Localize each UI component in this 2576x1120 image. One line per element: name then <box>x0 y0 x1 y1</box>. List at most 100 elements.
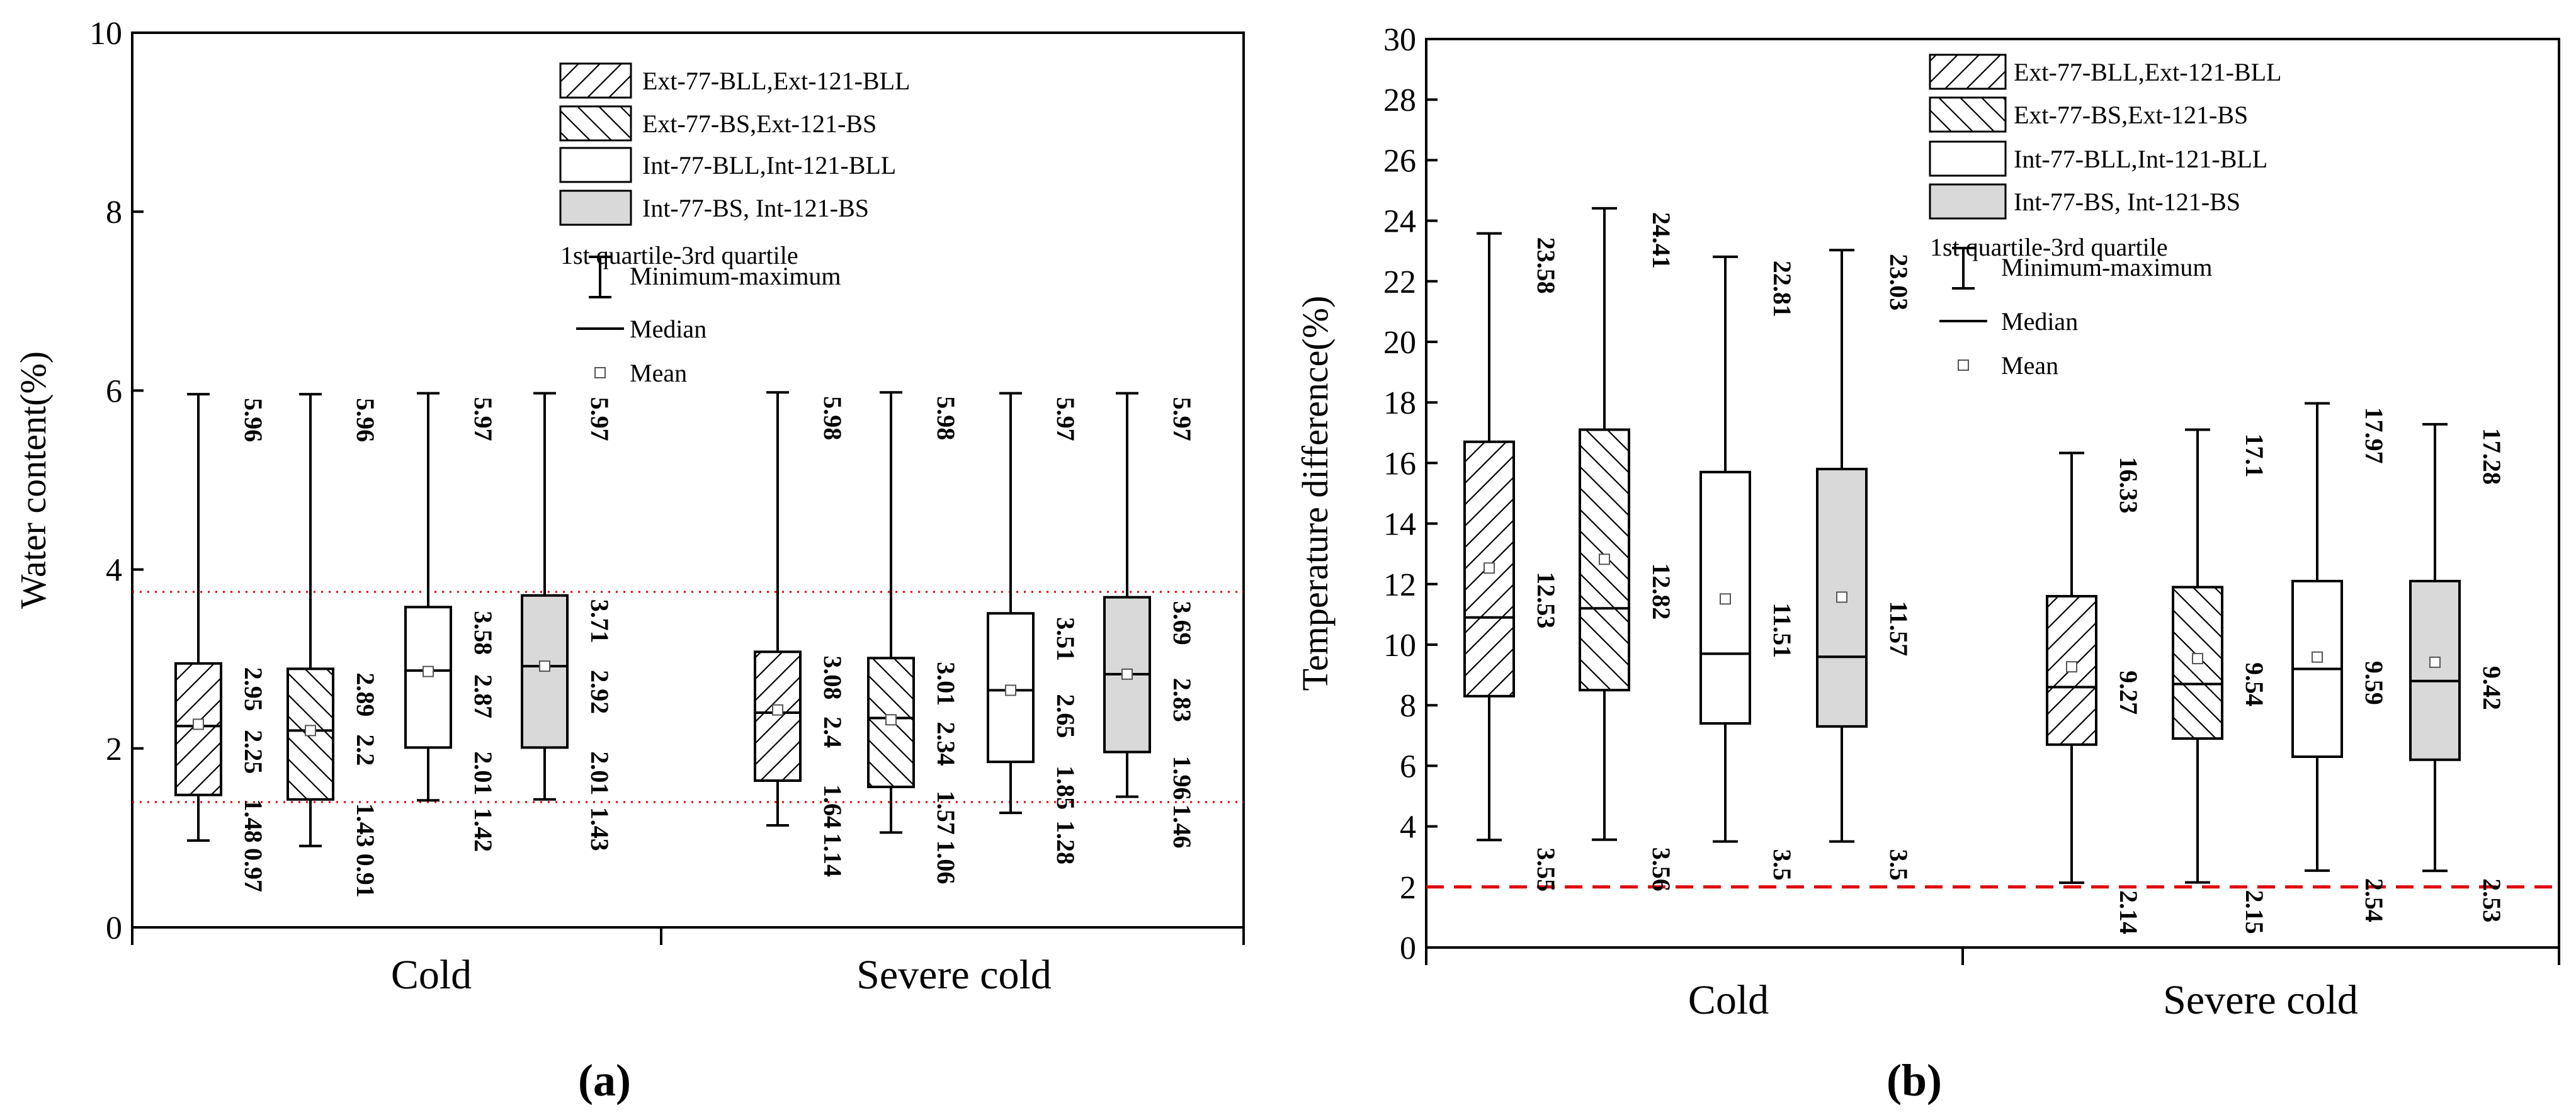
value-label: 2.83 <box>1168 678 1196 722</box>
value-label: 2.15 <box>2240 890 2269 934</box>
mean-marker <box>193 718 204 730</box>
box-7: 5.97 3.51 2.65 1.85 1.28 <box>987 392 1080 864</box>
plot-frame <box>131 31 1245 929</box>
legend-mean-icon <box>594 367 606 378</box>
mean-marker <box>1005 684 1016 696</box>
legend-median-label: Median <box>2001 307 2078 336</box>
value-label: 23.03 <box>1885 254 1913 310</box>
value-label: 2.54 <box>2360 878 2388 922</box>
value-label: 3.51 <box>1052 617 1080 661</box>
y-tick-label: 24 <box>1383 204 1416 240</box>
mean-marker <box>423 665 434 677</box>
value-label: 1.48 <box>239 799 268 843</box>
legend-swatch <box>1929 54 2007 90</box>
legend-swatch <box>1929 183 2007 220</box>
value-label: 9.42 <box>2478 666 2506 710</box>
value-label: 1.14 <box>819 833 847 877</box>
mean-marker <box>2429 656 2441 668</box>
y-tick-label: 6 <box>1400 749 1416 784</box>
y-tick-label: 22 <box>1383 264 1416 300</box>
y-tick-label: 8 <box>106 195 122 230</box>
value-label: 22.81 <box>1768 261 1796 317</box>
y-tick-label: 8 <box>1400 688 1416 724</box>
box-4: 5.97 3.71 2.92 2.01 1.43 <box>521 392 614 851</box>
value-label: 12.53 <box>1532 572 1560 628</box>
value-label: 1.42 <box>469 808 497 852</box>
legend-swatch <box>559 189 632 226</box>
value-label: 3.58 <box>469 611 497 655</box>
legend-mean-label: Mean <box>630 359 687 387</box>
legend-minmax-label: Minimum-maximum <box>2001 253 2213 281</box>
legend-swatch <box>1929 96 2007 133</box>
mean-marker <box>1121 668 1133 680</box>
y-tick-label: 4 <box>106 553 122 589</box>
value-label: 9.59 <box>2360 661 2388 705</box>
box-6: 5.98 3.01 2.34 1.57 1.06 <box>867 391 960 884</box>
legend-entry-label: Ext-77-BS,Ext-121-BS <box>642 110 877 138</box>
value-label: 5.97 <box>1052 397 1080 441</box>
box-6: 17.1 9.54 2.15 <box>2172 428 2269 934</box>
plot-frame <box>1425 38 2560 949</box>
box-iqr <box>754 650 802 782</box>
y-tick-label: 26 <box>1383 143 1416 179</box>
value-label: 1.06 <box>932 840 960 884</box>
legend-swatch <box>559 62 632 99</box>
box-5: 16.33 9.27 2.14 <box>2046 451 2143 934</box>
mean-marker <box>2312 651 2323 663</box>
y-tick-label: 0 <box>106 910 122 946</box>
value-label: 0.91 <box>351 854 380 898</box>
value-label: 12.82 <box>1647 563 1676 619</box>
value-label: 3.01 <box>932 662 960 706</box>
value-label: 3.08 <box>819 655 847 699</box>
value-label: 24.41 <box>1647 212 1676 269</box>
y-tick-label: 10 <box>1383 628 1416 664</box>
box-2: 5.96 2.89 2.2 1.43 0.91 <box>287 393 380 898</box>
y-tick-label: 12 <box>1383 567 1416 603</box>
value-label: 3.5 <box>1768 849 1796 881</box>
mean-marker <box>539 660 550 672</box>
value-label: 2.25 <box>239 730 268 774</box>
legend-mean-label: Mean <box>2001 351 2058 380</box>
legend-entry-label: Int-77-BS, Int-121-BS <box>2014 188 2240 216</box>
mean-marker <box>1484 562 1495 574</box>
value-label: 5.97 <box>1168 397 1196 441</box>
value-label: 5.96 <box>351 398 380 442</box>
y-tick-label: 2 <box>106 732 122 767</box>
value-label: 1.96 <box>1168 755 1196 800</box>
legend-minmax-label: Minimum-maximum <box>630 262 841 290</box>
y-tick-label: 18 <box>1383 385 1416 421</box>
value-label: 3.69 <box>1168 601 1196 645</box>
value-label: 9.54 <box>2240 662 2269 706</box>
legend-swatch <box>559 105 632 142</box>
value-label: 17.1 <box>2240 433 2269 477</box>
box-8: 17.28 9.42 2.53 <box>2409 422 2506 922</box>
value-label: 9.27 <box>2114 670 2143 715</box>
panel-a-water-content: 0 2 4 6 8 10 Water content(%) Cold Severe cold 5.… <box>13 16 1245 998</box>
legend-swatch <box>1929 140 2007 177</box>
value-label: 2.2 <box>351 734 380 766</box>
y-axis-title: Water content(%) <box>13 351 54 609</box>
y-tick-label: 10 <box>89 16 122 52</box>
value-label: 2.01 <box>586 751 614 795</box>
value-label: 5.97 <box>586 397 614 441</box>
legend-entry-label: Int-77-BS, Int-121-BS <box>642 194 869 222</box>
box-3: 22.81 11.51 3.5 <box>1699 255 1796 881</box>
legend-mean-icon <box>1958 359 1969 371</box>
legend-entry-label: Ext-77-BS,Ext-121-BS <box>2014 101 2248 129</box>
y-tick-label: 20 <box>1383 325 1416 361</box>
mean-marker <box>885 714 897 726</box>
y-tick-label: 16 <box>1383 446 1416 482</box>
y-tick-label: 4 <box>1400 810 1416 846</box>
y-tick-label: 14 <box>1383 507 1416 543</box>
value-label: 1.57 <box>932 791 960 835</box>
y-tick-label: 28 <box>1383 82 1416 118</box>
value-label: 3.55 <box>1532 847 1560 891</box>
mean-marker <box>2066 661 2077 673</box>
value-label: 11.51 <box>1768 602 1796 658</box>
value-label: 2.53 <box>2478 878 2506 922</box>
value-label: 3.71 <box>586 599 614 643</box>
value-label: 0.97 <box>239 848 268 892</box>
y-tick-label: 30 <box>1383 22 1416 58</box>
mean-marker <box>1599 553 1610 565</box>
